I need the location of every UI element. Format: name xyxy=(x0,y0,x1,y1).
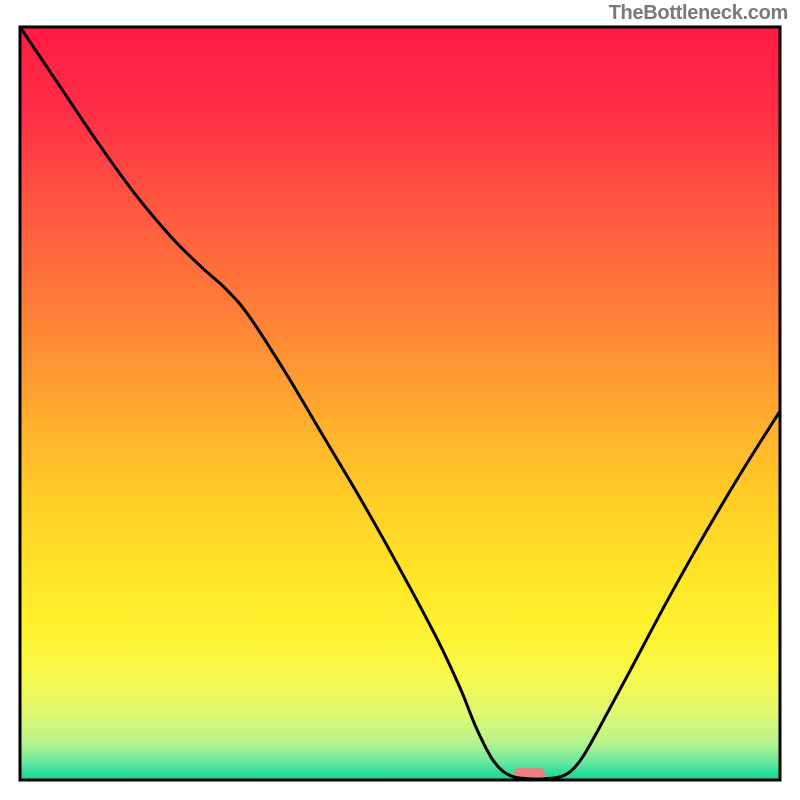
watermark-text: TheBottleneck.com xyxy=(609,2,788,25)
chart-container: { "watermark": "TheBottleneck.com", "cha… xyxy=(0,0,800,800)
bottleneck-chart xyxy=(0,0,800,800)
